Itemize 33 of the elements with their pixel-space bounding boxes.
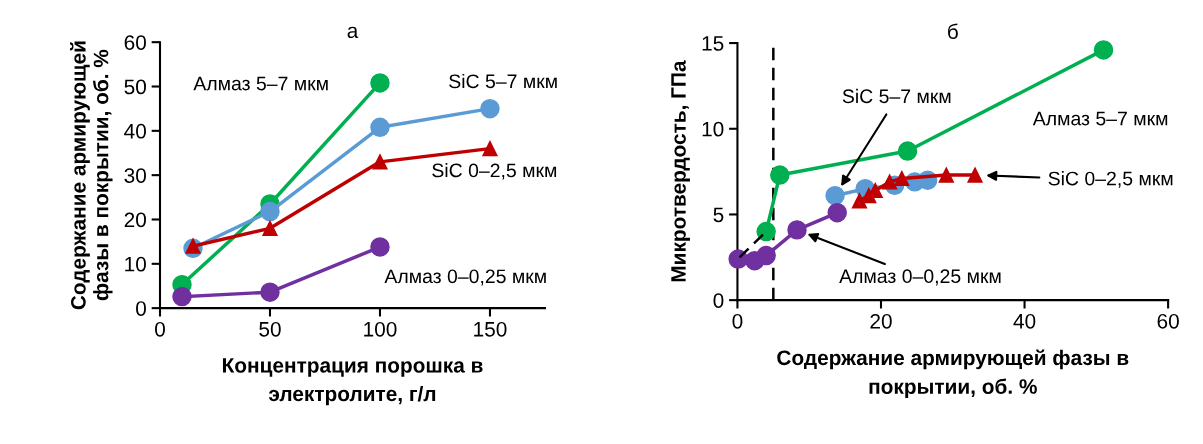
x-tick-label: 60 (1157, 313, 1179, 329)
x-axis-title: Концентрация порошка в электролите, г/л (222, 358, 483, 406)
x-tick-label: 0 (155, 321, 165, 337)
y-tick-label: 40 (124, 123, 146, 139)
y-axis-title: Микротвердость, ГПа (671, 60, 690, 282)
series-label: Алмаз 5–7 мкм (1032, 111, 1168, 126)
x-tick-label: 40 (1013, 313, 1036, 329)
y-tick-label: 10 (125, 256, 146, 272)
x-tick-label: 150 (474, 321, 507, 337)
text: Алмаз 0–0,25 мкм (839, 269, 1001, 286)
x-tick-label: 50 (259, 321, 281, 337)
y-tick-label: 30 (124, 168, 146, 183)
chart-title: а (347, 26, 359, 39)
y-tick-label: 10 (702, 121, 724, 137)
y-tick-label: 0 (713, 293, 724, 308)
text: SiC 0–2,5 мкм (1048, 171, 1173, 188)
x-tick-label: 0 (732, 313, 743, 329)
series-label: SiC 0–2,5 мкм (432, 162, 557, 180)
y-tick-label: 20 (124, 212, 146, 228)
y-tick-label: 60 (124, 35, 146, 50)
y-tick-label: 15 (702, 36, 724, 51)
text: SiC 5–7 мкм (842, 88, 951, 104)
y-tick-label: 5 (713, 207, 724, 223)
chart-title: б (948, 23, 958, 39)
y-axis-title: Содержание армирующей фазы в покрытии, об. % (70, 41, 113, 310)
x-tick-label: 100 (364, 321, 397, 337)
x-axis-title: Содержание армирующей фазы в покрытии, об. % (777, 349, 1129, 399)
y-tick-label: 50 (124, 79, 146, 95)
series-label: Алмаз 5–7 мкм (193, 76, 328, 91)
y-tick-label: 0 (136, 301, 146, 316)
series-label: Алмаз 0–0,25 мкм (384, 269, 546, 286)
series-label: SiC 5–7 мкм (449, 73, 557, 89)
x-tick-label: 20 (870, 313, 892, 329)
